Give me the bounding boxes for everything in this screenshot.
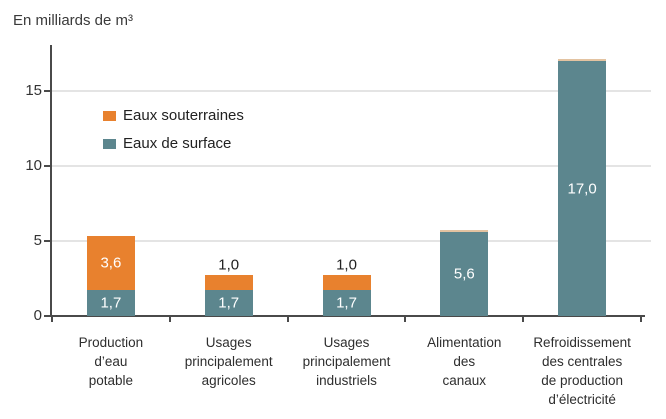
bar-segment-surface (87, 290, 135, 316)
bar-value-label: 17,0 (567, 180, 597, 197)
y-tick-label: 0 (33, 307, 42, 324)
bar-value-label: 1,0 (336, 256, 357, 274)
bar-segment-souterraines (440, 230, 488, 232)
x-tick (51, 317, 53, 322)
category-label: Alimentation des canaux (427, 335, 502, 388)
chart-title: En milliards de m³ (13, 12, 134, 29)
x-tick (287, 317, 289, 322)
x-tick (522, 317, 524, 322)
category-label: Usages principalement agricoles (184, 335, 273, 388)
bar-value-label: 3,6 (100, 254, 122, 272)
y-tick-label: 15 (25, 82, 42, 99)
bar-value-label: 5,6 (453, 265, 475, 283)
y-tick (44, 165, 52, 167)
bar-segment-souterraines (558, 59, 606, 61)
y-tick (44, 315, 52, 317)
bar-value-label: 1,0 (218, 256, 240, 274)
y-tick (44, 90, 52, 92)
y-tick-label: 5 (33, 232, 42, 249)
y-tick (44, 240, 52, 242)
y-axis (50, 45, 52, 317)
category-label: Refroidissement des centrales de product… (533, 335, 631, 407)
bar-segment-souterraines (323, 275, 371, 290)
bar-segment-surface (205, 290, 253, 316)
gridline (52, 165, 651, 167)
x-tick (640, 317, 642, 322)
gridline (52, 240, 651, 242)
category-label: Usages principalement industriels (302, 335, 391, 388)
x-tick (404, 317, 406, 322)
bar-value-label: 1,7 (336, 294, 357, 312)
bar-segment-surface (440, 232, 488, 316)
bar-segment-souterraines (87, 236, 135, 290)
x-axis (50, 315, 645, 317)
category-label: Production d’eau potable (78, 335, 144, 388)
gridline (52, 90, 651, 92)
bar-value-label: 1,7 (218, 294, 240, 312)
bar-segment-surface (558, 61, 606, 316)
bar-segment-surface (323, 290, 371, 316)
y-tick-label: 10 (25, 157, 42, 174)
x-tick (169, 317, 171, 322)
bar-segment-souterraines (205, 275, 253, 290)
bar-value-label: 1,7 (100, 294, 122, 312)
